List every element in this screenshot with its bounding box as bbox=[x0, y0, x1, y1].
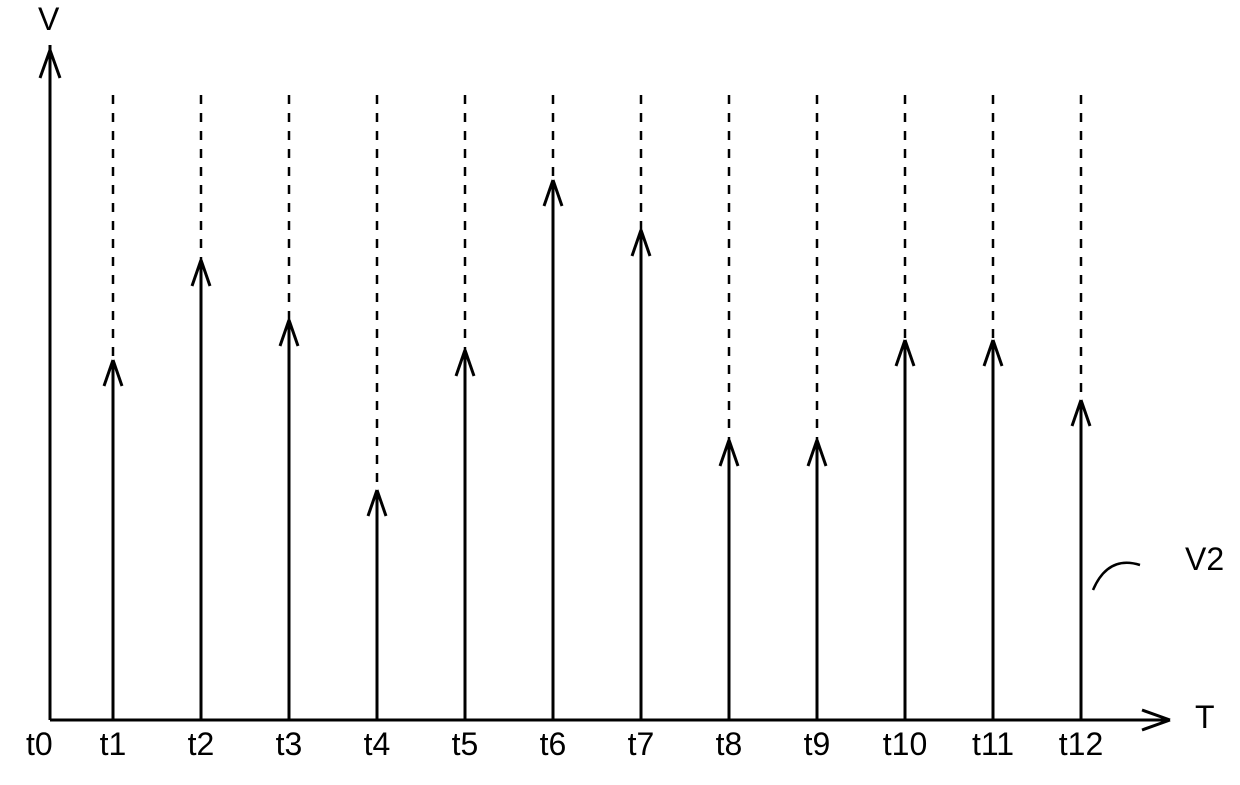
chart-canvas: V Tt0 t1 t2 t3 t4 t5 t6 t7 t8 t9 t10 t11 t12 V2 bbox=[0, 0, 1240, 785]
tick-label-t11: t11 bbox=[972, 726, 1014, 762]
tick-label-t1: t1 bbox=[100, 726, 127, 762]
y-axis-label: V bbox=[38, 1, 60, 37]
tick-label-t0: t0 bbox=[26, 726, 53, 762]
tick-label-t2: t2 bbox=[188, 726, 215, 762]
tick-label-t6: t6 bbox=[540, 726, 567, 762]
x-axis-label: T bbox=[1195, 699, 1215, 735]
tick-label-t3: t3 bbox=[276, 726, 303, 762]
tick-label-t8: t8 bbox=[716, 726, 743, 762]
tick-label-t7: t7 bbox=[628, 726, 655, 762]
tick-label-t10: t10 bbox=[883, 726, 927, 762]
tick-label-t5: t5 bbox=[452, 726, 479, 762]
tick-label-t12: t12 bbox=[1059, 726, 1103, 762]
tick-label-t4: t4 bbox=[364, 726, 391, 762]
impulse-chart-svg: V Tt0 t1 t2 t3 t4 t5 t6 t7 t8 t9 t10 t11 t12 V2 bbox=[0, 0, 1240, 785]
tick-label-t9: t9 bbox=[804, 726, 831, 762]
chart-background bbox=[0, 0, 1240, 785]
v2-annotation-label: V2 bbox=[1185, 541, 1224, 577]
